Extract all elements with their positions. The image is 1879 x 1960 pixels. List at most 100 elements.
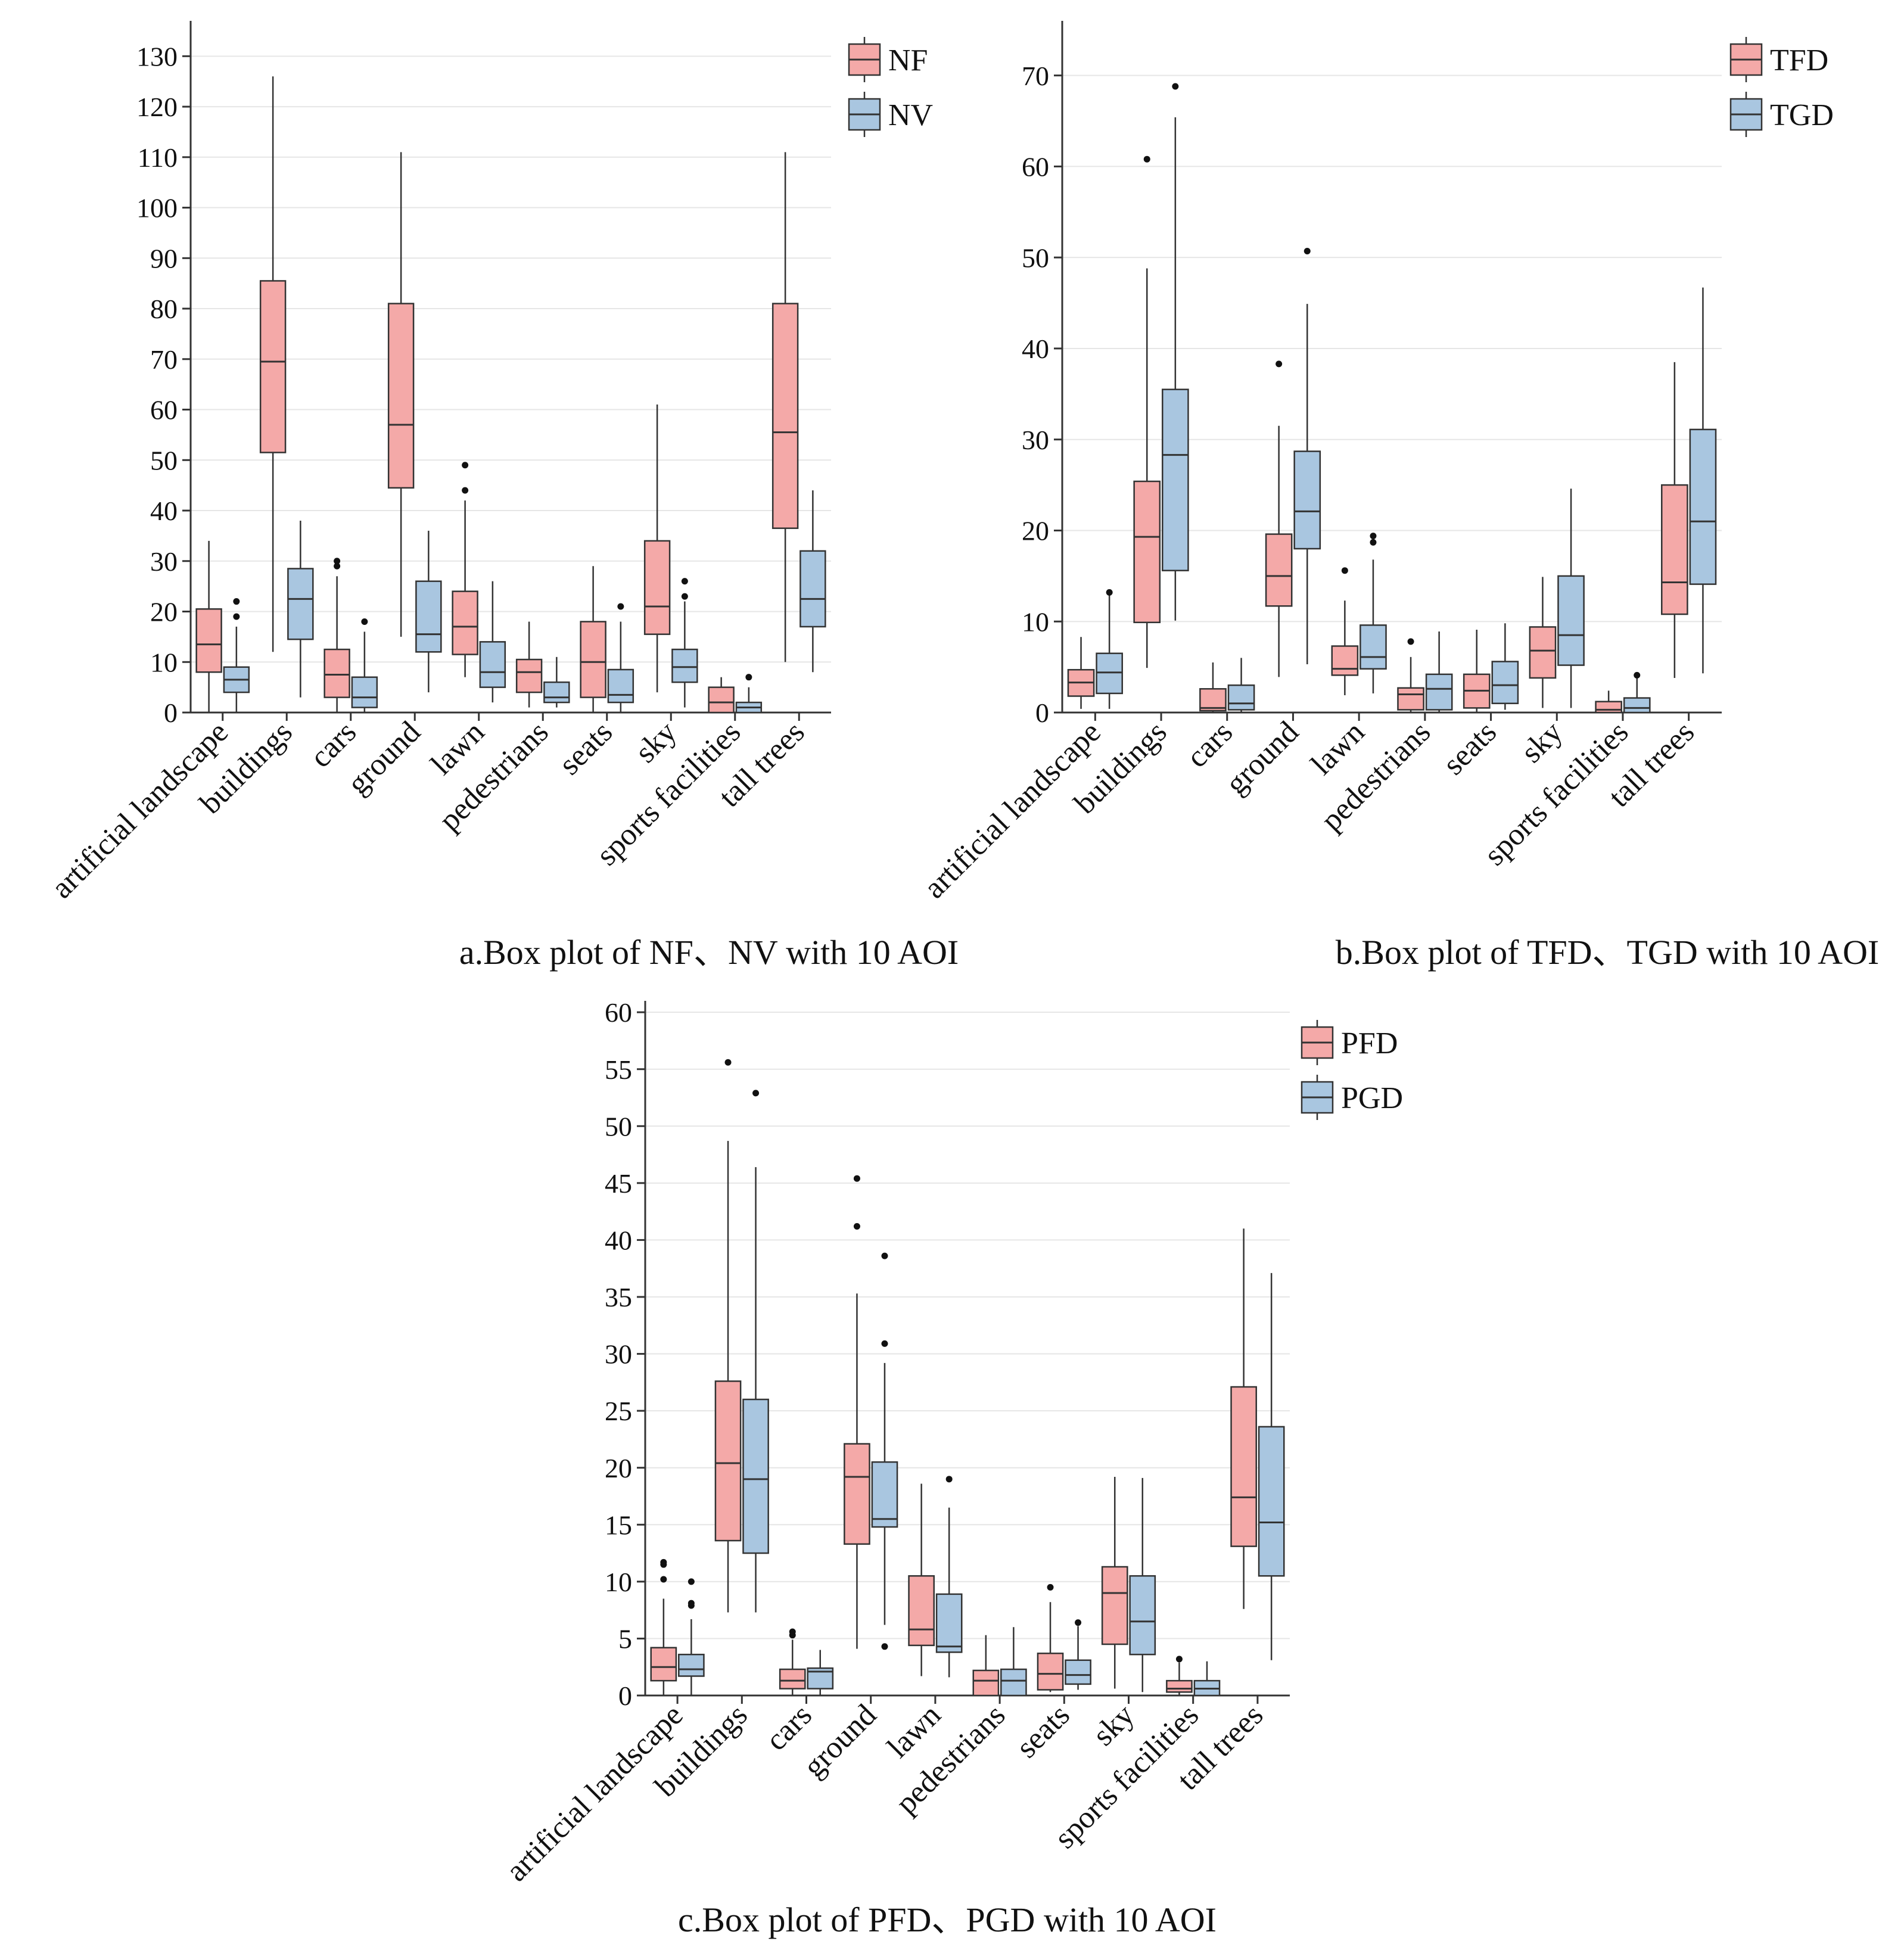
box-iqr (1293, 450, 1321, 550)
outlier-point (1370, 533, 1377, 540)
box-nv-0 (223, 598, 250, 713)
outlier-point (1047, 1583, 1054, 1591)
box-iqr (1199, 688, 1227, 712)
y-tick-label: 100 (136, 193, 178, 223)
box-iqr (771, 303, 799, 529)
outlier-point (660, 1576, 667, 1583)
outlier-point (1276, 360, 1283, 368)
legend-label: TFD (1770, 43, 1828, 77)
y-tick-label: 60 (150, 395, 178, 425)
box-iqr (799, 550, 826, 628)
box-tfd-4 (1331, 567, 1359, 695)
box-iqr (351, 676, 378, 708)
outlier-point (462, 487, 469, 494)
outlier-point (687, 1578, 695, 1585)
panel-c-pfd-pgd: 0 5 10 15 20 25 30 35 40 45 50 55 60 artificial lands… (500, 997, 1403, 1939)
box-iqr (1425, 673, 1453, 711)
y-tick-label: 50 (605, 1111, 632, 1141)
box-iqr (972, 1669, 1000, 1697)
outlier-point (1304, 247, 1311, 254)
y-tick-label: 120 (136, 92, 178, 122)
x-category-label: ground (1219, 715, 1305, 801)
outlier-point (233, 613, 240, 620)
box-nv-9 (799, 490, 826, 673)
box-pgd-5 (1000, 1627, 1027, 1697)
outlier-point (853, 1222, 860, 1230)
x-category-label: sky (629, 715, 683, 769)
legend-item-pfd: PFD (1301, 1020, 1398, 1065)
box-pfd-2 (779, 1628, 806, 1695)
box-tfd-5 (1397, 638, 1424, 713)
box-iqr (708, 686, 735, 714)
box-nv-3 (415, 530, 442, 693)
box-iqr (1689, 428, 1717, 585)
x-category-label: sky (1087, 1698, 1141, 1752)
box-nv-6 (607, 603, 634, 713)
chart-title: c.Box plot of PFD、PGD with 10 AOI (678, 1900, 1217, 1939)
x-category-label: seats (1436, 715, 1503, 782)
legend-item-nf: NF (848, 37, 928, 82)
y-tick-label: 0 (164, 698, 178, 728)
y-tick-label: 20 (150, 597, 178, 627)
box-nf-2 (323, 558, 350, 713)
box-iqr (515, 658, 543, 693)
y-tick-label: 60 (605, 997, 632, 1028)
box-pgd-8 (1193, 1661, 1221, 1697)
box-nf-8 (708, 677, 735, 714)
box-pgd-9 (1258, 1273, 1285, 1660)
outlier-point (681, 593, 688, 600)
outlier-point (334, 562, 341, 570)
box-iqr (1529, 626, 1557, 679)
box-tgd-3 (1293, 247, 1321, 665)
box-tgd-6 (1491, 623, 1519, 710)
box-iqr (415, 580, 442, 653)
box-iqr (1331, 645, 1359, 676)
chart-title: b.Box plot of TFD、TGD with 10 AOI (1336, 933, 1879, 972)
y-tick-label: 80 (150, 294, 178, 324)
y-tick-label: 0 (1035, 698, 1049, 728)
box-pfd-9 (1230, 1228, 1257, 1609)
box-iqr (1101, 1566, 1128, 1645)
y-tick-label: 130 (136, 41, 178, 71)
legend-item-tgd: TGD (1729, 92, 1834, 137)
y-tick-label: 15 (605, 1510, 632, 1540)
box-iqr (1360, 624, 1387, 670)
box-iqr (1096, 652, 1123, 695)
outlier-point (334, 558, 341, 565)
box-iqr (643, 540, 671, 635)
box-iqr (1000, 1668, 1027, 1697)
outlier-point (881, 1643, 888, 1650)
box-iqr (1133, 480, 1161, 624)
box-pfd-5 (972, 1635, 1000, 1697)
outlier-point (752, 1090, 760, 1097)
box-pgd-4 (935, 1476, 963, 1678)
outlier-point (1175, 1656, 1183, 1663)
box-iqr (1557, 575, 1585, 666)
outlier-point (724, 1059, 732, 1066)
legend-item-nv: NV (848, 92, 933, 137)
box-iqr (908, 1575, 935, 1647)
box-iqr (259, 280, 287, 453)
box-iqr (1166, 1679, 1193, 1693)
outlier-point (745, 674, 752, 681)
box-nv-8 (735, 674, 763, 714)
box-tgd-4 (1360, 533, 1387, 693)
y-tick-label: 35 (605, 1282, 632, 1312)
box-nf-9 (771, 152, 799, 662)
box-pgd-7 (1129, 1477, 1156, 1693)
box-pfd-7 (1101, 1476, 1128, 1689)
box-pgd-1 (742, 1090, 769, 1613)
box-pfd-0 (650, 1558, 677, 1695)
box-tfd-1 (1133, 155, 1161, 668)
box-iqr (1129, 1575, 1156, 1656)
box-tfd-3 (1265, 360, 1293, 677)
y-tick-label: 60 (1022, 152, 1049, 182)
y-tick-label: 70 (1022, 61, 1049, 91)
box-iqr (1265, 533, 1293, 607)
outlier-point (361, 618, 368, 625)
x-category-label: ground (797, 1698, 883, 1784)
y-tick-label: 10 (150, 647, 178, 677)
box-nv-5 (543, 657, 570, 708)
box-iqr (1230, 1386, 1257, 1547)
